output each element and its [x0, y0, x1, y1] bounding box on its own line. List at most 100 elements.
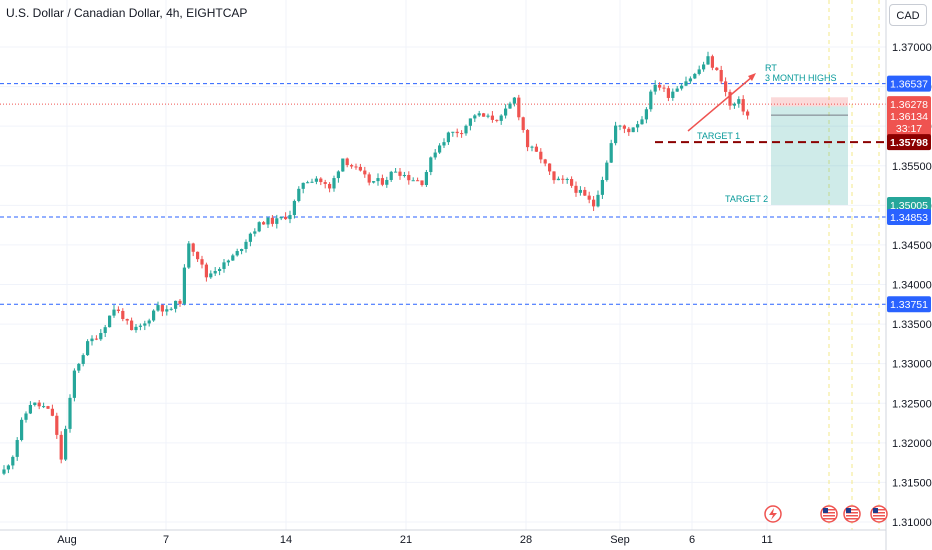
time-tick-label: 7: [163, 534, 169, 546]
candle-body: [446, 132, 450, 143]
candle-body: [288, 215, 292, 220]
grid: [0, 0, 886, 530]
candle-body: [737, 99, 741, 104]
bar-countdown-label: 33:17: [896, 123, 922, 135]
candle-body: [191, 243, 195, 252]
candle-body: [627, 128, 631, 133]
price-tick-label: 1.37000: [892, 42, 932, 54]
candle-body: [147, 320, 151, 324]
candle-body: [512, 97, 516, 104]
candle-body: [86, 341, 90, 356]
target1-label: TARGET 1: [697, 131, 740, 141]
candle-body: [125, 319, 129, 321]
candle-body: [310, 181, 314, 183]
candle-body: [367, 174, 371, 183]
candle-body: [451, 131, 455, 133]
candle-body: [649, 91, 653, 110]
candle-body: [363, 170, 367, 175]
candle-body: [416, 180, 420, 182]
candle-body: [697, 69, 701, 74]
candle-body: [231, 255, 235, 261]
candle-body: [495, 119, 499, 121]
candle-body: [213, 270, 217, 274]
candle-body: [640, 119, 644, 125]
candle-body: [262, 222, 266, 225]
candle-body: [306, 182, 310, 184]
candle-body: [182, 267, 186, 304]
candle-body: [284, 216, 288, 220]
candle-body: [548, 163, 552, 172]
candle-body: [174, 300, 178, 309]
candle-body: [385, 179, 389, 185]
candle-body: [55, 415, 59, 435]
candle-body: [556, 178, 560, 181]
candle-body: [46, 406, 50, 409]
candle-body: [226, 260, 230, 263]
candle-body: [530, 146, 534, 148]
candle-body: [693, 73, 697, 79]
candle-body: [688, 78, 692, 82]
future-session-lines: [828, 0, 880, 530]
candle-body: [534, 146, 538, 152]
candle-body: [187, 243, 191, 268]
candle-body: [433, 152, 437, 158]
candle-body: [15, 440, 19, 457]
candle-body: [583, 189, 587, 196]
candle-body: [741, 99, 745, 112]
candle-body: [411, 180, 415, 182]
candle-body: [121, 310, 125, 320]
candle-body: [345, 158, 349, 166]
candle-body: [407, 174, 411, 181]
candle-body: [658, 84, 662, 88]
candle-body: [552, 171, 556, 181]
candle-body: [143, 323, 147, 326]
candle-body: [732, 103, 736, 106]
candle-body: [719, 70, 723, 82]
candle-body: [64, 428, 68, 460]
candle-body: [279, 216, 283, 219]
currency-button[interactable]: CAD: [889, 4, 927, 26]
level-low-price-label: 1.33751: [890, 299, 928, 311]
position-zones: [771, 97, 848, 205]
event-icons: [764, 505, 888, 523]
candle-body: [253, 231, 257, 234]
candle-body: [477, 113, 481, 116]
target2-price-label-bg: [887, 196, 931, 213]
candle-body: [605, 162, 609, 180]
candle-body: [671, 91, 675, 98]
candle-body: [138, 325, 142, 327]
candle-body: [266, 217, 270, 225]
price-tick-label: 1.35500: [892, 161, 932, 173]
candle-body: [372, 181, 376, 183]
candle-body: [684, 81, 688, 86]
candle-body: [42, 406, 46, 408]
candle-body: [218, 268, 222, 271]
candle-body: [517, 97, 521, 118]
price-tick-label: 1.32500: [892, 398, 932, 410]
target2-price-label: 1.35005: [890, 200, 928, 212]
time-tick-label: 6: [689, 534, 695, 546]
candle-body: [11, 456, 15, 466]
candle-body: [160, 305, 164, 312]
candle-body: [165, 309, 169, 312]
take-profit-zone: [771, 106, 848, 205]
candle-body: [420, 180, 424, 186]
price-tick-label: 1.32000: [892, 438, 932, 450]
candle-body: [455, 131, 459, 134]
time-tick-label: Aug: [57, 534, 77, 546]
candle-body: [644, 109, 648, 120]
candle-body: [394, 171, 398, 173]
time-tick-label: 14: [280, 534, 292, 546]
candle-body: [59, 434, 63, 460]
candle-body: [152, 310, 156, 321]
candle-body: [398, 171, 402, 176]
trend-line: [687, 76, 753, 132]
candle-body: [28, 404, 32, 414]
candle-body: [156, 305, 160, 311]
candle-body: [6, 465, 10, 470]
target1-price-label-bg: [887, 134, 931, 151]
candle-body: [490, 115, 494, 120]
us-flag-icon: [820, 505, 838, 523]
